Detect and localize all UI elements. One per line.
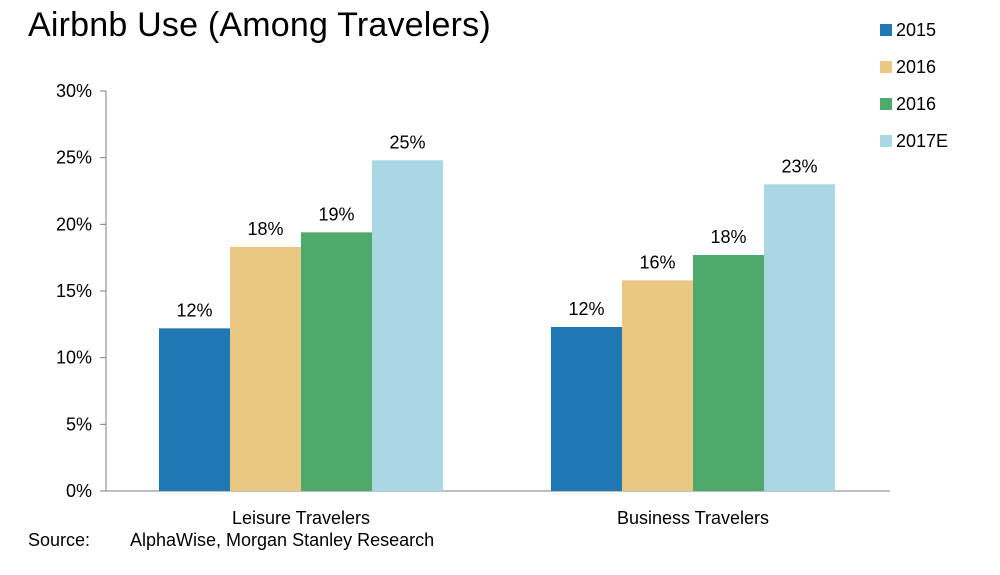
y-tick-label: 20%: [56, 214, 92, 234]
legend-swatch: [880, 61, 892, 73]
source-note: Source: AlphaWise, Morgan Stanley Researc…: [28, 530, 434, 551]
data-label: 18%: [247, 219, 283, 239]
bar: [372, 160, 443, 492]
bar: [764, 184, 835, 492]
legend-label: 2016: [896, 94, 936, 114]
source-label: Source:: [28, 530, 91, 550]
y-tick-label: 30%: [56, 81, 92, 101]
bar: [551, 327, 622, 491]
legend-label: 2016: [896, 57, 936, 77]
data-label: 23%: [781, 156, 817, 176]
x-category-label: Business Travelers: [617, 508, 769, 528]
legend-label: 2015: [896, 20, 936, 40]
y-tick-label: 10%: [56, 348, 92, 368]
data-label: 12%: [568, 299, 604, 319]
data-label: 18%: [710, 227, 746, 247]
bar: [159, 328, 230, 491]
data-label: 12%: [176, 300, 212, 320]
data-label: 19%: [318, 204, 354, 224]
bar: [230, 247, 301, 491]
legend-label: 2017E: [896, 131, 948, 151]
bar: [301, 232, 372, 492]
source-text: AlphaWise, Morgan Stanley Research: [130, 530, 435, 550]
legend-swatch: [880, 135, 892, 147]
data-label: 16%: [639, 252, 675, 272]
y-tick-label: 5%: [66, 414, 92, 434]
legend-swatch: [880, 98, 892, 110]
chart-title: Airbnb Use (Among Travelers): [28, 6, 491, 44]
bar: [693, 255, 764, 491]
x-category-label: Leisure Travelers: [232, 508, 370, 528]
y-tick-label: 15%: [56, 281, 92, 301]
bar: [622, 280, 693, 491]
y-tick-label: 0%: [66, 481, 92, 501]
legend-swatch: [880, 24, 892, 36]
data-label: 25%: [389, 132, 425, 152]
y-tick-label: 25%: [56, 148, 92, 168]
